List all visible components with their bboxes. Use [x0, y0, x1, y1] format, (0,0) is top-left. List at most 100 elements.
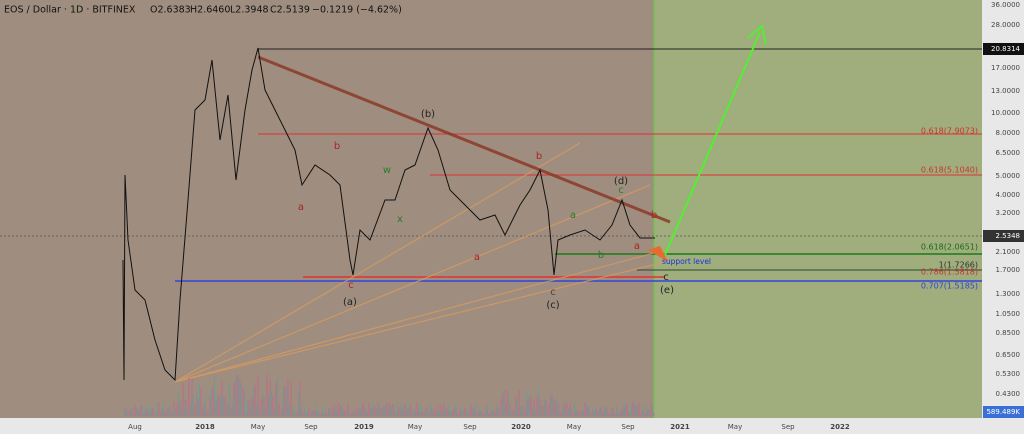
volume-bar	[338, 402, 340, 416]
wave-label: a	[634, 241, 640, 252]
volume-bar	[572, 412, 574, 416]
volume-bar	[430, 402, 431, 416]
time-label: 2019	[354, 423, 374, 431]
volume-bar	[188, 376, 190, 416]
volume-bar	[128, 411, 130, 416]
volume-bar	[398, 407, 400, 416]
volume-bar	[347, 403, 349, 416]
volume-bar	[362, 403, 364, 416]
volume-bar	[313, 411, 314, 416]
volume-bar	[637, 407, 638, 416]
volume-bar	[562, 409, 563, 416]
volume-bar	[640, 413, 641, 416]
volume-bar	[446, 409, 448, 416]
header-low: L2.3948	[230, 5, 269, 16]
volume-bar	[617, 412, 619, 416]
volume-bar	[341, 406, 343, 416]
price-label: 1.7000	[996, 266, 1021, 274]
volume-bar	[629, 413, 631, 416]
volume-bar	[383, 405, 385, 416]
volume-bar	[563, 402, 565, 416]
volume-bar	[575, 409, 577, 416]
volume-bar	[226, 403, 227, 416]
volume-bar	[632, 402, 634, 416]
volume-bar	[652, 406, 653, 416]
price-label: 5.0000	[996, 172, 1021, 180]
volume-bar	[488, 413, 490, 416]
time-label: 2022	[830, 423, 850, 431]
volume-bar	[473, 407, 475, 416]
projection-arrow	[664, 31, 761, 256]
volume-bar	[590, 413, 592, 416]
volume-bar	[379, 403, 380, 416]
time-axis	[0, 418, 982, 434]
volume-bar	[475, 403, 476, 416]
volume-bar	[641, 410, 643, 416]
volume-bar	[142, 406, 143, 416]
volume-bar	[496, 405, 497, 416]
price-label: 0.6500	[996, 351, 1021, 359]
volume-bar	[553, 400, 554, 416]
price-label: 1.3000	[996, 290, 1021, 298]
volume-bar	[200, 387, 202, 416]
volume-bar	[155, 413, 157, 416]
price-label: 0.8500	[996, 329, 1021, 337]
volume-bar	[581, 409, 583, 416]
header-change: −0.1219 (−4.62%)	[312, 5, 402, 16]
volume-bar	[268, 395, 269, 416]
volume-bar	[466, 410, 467, 416]
volume-bar	[367, 412, 368, 416]
volume-bar	[317, 412, 319, 416]
volume-bar	[229, 384, 230, 416]
volume-bar	[388, 407, 389, 416]
volume-bar	[151, 407, 152, 416]
volume-bar	[337, 409, 338, 416]
volume-bar	[433, 413, 434, 416]
volume-bar	[224, 396, 226, 416]
price-label: 589.489K	[986, 408, 1020, 416]
volume-bar	[449, 411, 451, 416]
volume-bar	[431, 407, 433, 416]
volume-bar	[223, 395, 224, 416]
volume-bar	[520, 407, 521, 416]
fan-line	[174, 249, 666, 383]
volume-bar	[610, 413, 611, 416]
volume-bar	[158, 402, 160, 416]
volume-bar	[460, 408, 461, 416]
volume-bar	[608, 412, 610, 416]
volume-bar	[469, 413, 470, 416]
volume-bar	[409, 403, 410, 416]
volume-bar	[643, 406, 644, 416]
time-label: May	[251, 423, 265, 431]
volume-bar	[511, 411, 512, 416]
volume-bar	[353, 410, 355, 416]
volume-bar	[410, 405, 412, 416]
volume-bar	[502, 391, 503, 416]
volume-bar	[518, 389, 520, 416]
volume-bar	[598, 411, 599, 416]
volume-bar	[278, 403, 280, 416]
volume-bar	[344, 409, 346, 416]
wave-label: a	[570, 210, 576, 221]
volume-bar	[457, 412, 458, 416]
volume-bar	[487, 403, 488, 416]
volume-bar	[653, 412, 655, 416]
time-label: Aug	[128, 423, 142, 431]
price-label: 0.4300	[996, 390, 1021, 398]
volume-bar	[271, 390, 272, 416]
volume-bar	[166, 408, 167, 416]
volume-bar	[346, 413, 347, 416]
volume-bar	[382, 408, 383, 416]
volume-bar	[236, 375, 238, 416]
volume-bar	[407, 408, 409, 416]
volume-bar	[370, 406, 371, 416]
volume-bar	[169, 405, 170, 416]
volume-bar	[578, 411, 580, 416]
volume-bar	[328, 408, 329, 416]
price-label: 2.1000	[996, 248, 1021, 256]
volume-bar	[241, 384, 242, 416]
volume-bar	[331, 413, 332, 416]
volume-bar	[221, 380, 223, 416]
volume-bar	[208, 412, 209, 416]
volume-bar	[455, 407, 457, 416]
